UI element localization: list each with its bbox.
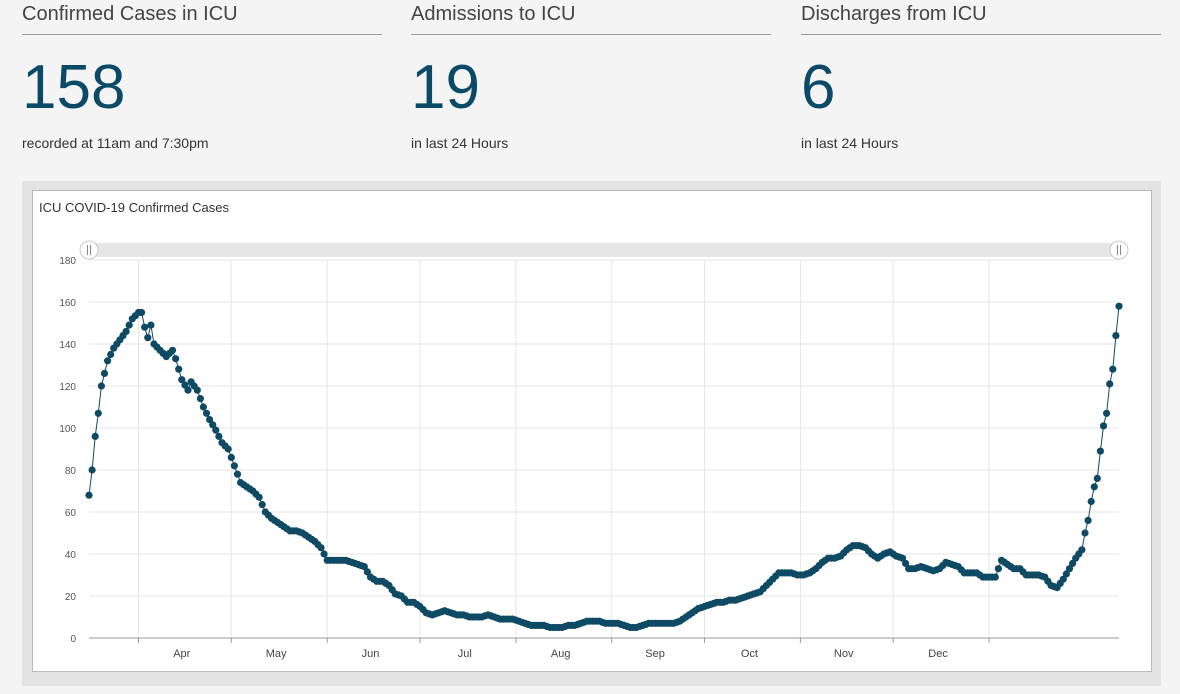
data-point[interactable] xyxy=(141,323,149,331)
y-tick-label: 100 xyxy=(59,424,76,435)
stat-card-icu-cases: Confirmed Cases in ICU 158 recorded at 1… xyxy=(22,0,382,151)
y-tick-label: 140 xyxy=(59,340,76,351)
x-tick-label: Sep xyxy=(645,648,665,660)
data-point[interactable] xyxy=(1059,575,1067,583)
range-scrollbar[interactable] xyxy=(89,243,1119,257)
stat-subtitle: recorded at 11am and 7:30pm xyxy=(22,135,209,151)
data-point[interactable] xyxy=(107,350,115,359)
x-tick-label: Dec xyxy=(928,648,948,660)
chart-panel: ICU COVID-19 Confirmed Cases 0 20 40 60 80 10… xyxy=(32,190,1152,672)
stat-title: Confirmed Cases in ICU xyxy=(22,0,382,35)
data-point[interactable] xyxy=(202,409,211,417)
data-point[interactable] xyxy=(1106,380,1114,388)
data-point[interactable] xyxy=(1096,447,1104,455)
x-tick-label: Nov xyxy=(834,648,854,660)
data-point[interactable] xyxy=(138,308,146,317)
data-point[interactable] xyxy=(215,432,223,440)
data-point[interactable] xyxy=(1062,570,1070,578)
x-tick-label: Aug xyxy=(551,648,571,660)
data-point[interactable] xyxy=(1090,483,1098,491)
data-point[interactable] xyxy=(206,416,214,424)
stat-card-admissions: Admissions to ICU 19 in last 24 Hours xyxy=(411,0,771,151)
y-tick-label: 20 xyxy=(65,592,77,603)
data-point[interactable] xyxy=(230,462,238,470)
data-point[interactable] xyxy=(178,376,186,384)
data-point[interactable] xyxy=(209,421,217,429)
data-point[interactable] xyxy=(125,321,133,329)
stat-value: 6 xyxy=(801,53,836,122)
x-tick-label: Jun xyxy=(362,648,380,660)
data-point[interactable] xyxy=(104,357,112,365)
data-point[interactable] xyxy=(360,563,368,571)
data-point[interactable] xyxy=(184,386,192,394)
y-tick-label: 60 xyxy=(65,508,77,519)
y-tick-label: 160 xyxy=(59,298,76,309)
data-point[interactable] xyxy=(181,381,189,389)
range-handle-end[interactable] xyxy=(1109,240,1129,260)
data-point[interactable] xyxy=(1081,529,1089,537)
line-chart: 0 20 40 60 80 100 120 140 160 180 Apr May Jun Jul Aug S… xyxy=(59,240,1129,660)
y-tick-label: 180 xyxy=(59,256,76,267)
x-tick-label: Jul xyxy=(458,648,472,660)
data-point[interactable] xyxy=(320,550,328,558)
data-point[interactable] xyxy=(258,501,266,509)
chart-container: ICU COVID-19 Confirmed Cases 0 20 40 60 80 10… xyxy=(22,181,1161,686)
data-point[interactable] xyxy=(317,544,325,552)
data-point[interactable] xyxy=(144,334,152,342)
series-line xyxy=(88,306,1120,628)
data-point[interactable] xyxy=(1065,565,1074,573)
data-point[interactable] xyxy=(97,382,105,390)
data-point[interactable] xyxy=(1099,422,1108,430)
stat-title: Discharges from ICU xyxy=(801,0,1161,35)
data-point[interactable] xyxy=(1112,332,1120,340)
data-point[interactable] xyxy=(224,445,232,453)
data-point[interactable] xyxy=(898,554,907,562)
data-point[interactable] xyxy=(1093,474,1101,482)
data-point[interactable] xyxy=(168,346,177,354)
stat-card-discharges: Discharges from ICU 6 in last 24 Hours xyxy=(801,0,1161,151)
stat-subtitle: in last 24 Hours xyxy=(801,135,899,151)
chart-title: ICU COVID-19 Confirmed Cases xyxy=(39,200,229,215)
data-point[interactable] xyxy=(122,327,130,335)
data-point[interactable] xyxy=(1069,559,1077,567)
data-point[interactable] xyxy=(1078,546,1086,554)
data-point[interactable] xyxy=(212,426,220,434)
stat-title: Admissions to ICU xyxy=(411,0,771,35)
data-point[interactable] xyxy=(233,470,242,478)
stat-value: 158 xyxy=(22,53,126,122)
stat-value: 19 xyxy=(411,53,480,122)
data-point[interactable] xyxy=(85,491,93,499)
stat-subtitle: in last 24 Hours xyxy=(411,135,509,151)
data-point[interactable] xyxy=(227,453,235,461)
data-point[interactable] xyxy=(1103,409,1111,417)
y-tick-label: 40 xyxy=(65,550,77,561)
data-point[interactable] xyxy=(88,466,96,474)
data-point[interactable] xyxy=(1115,302,1123,310)
data-point[interactable] xyxy=(1087,497,1095,506)
data-point[interactable] xyxy=(991,573,999,581)
range-handle-start[interactable] xyxy=(79,240,99,260)
data-point[interactable] xyxy=(1084,516,1092,524)
data-point[interactable] xyxy=(175,365,183,373)
x-tick-label: May xyxy=(266,648,287,660)
data-point[interactable] xyxy=(994,565,1003,573)
data-point[interactable] xyxy=(193,386,201,394)
data-point[interactable] xyxy=(91,432,99,440)
x-tick-label: Apr xyxy=(173,648,190,660)
data-point[interactable] xyxy=(363,568,371,576)
x-tick-label: Oct xyxy=(741,648,758,660)
data-point[interactable] xyxy=(196,395,204,403)
y-tick-label: 120 xyxy=(59,382,76,393)
data-point[interactable] xyxy=(94,409,102,417)
data-point[interactable] xyxy=(199,403,207,411)
data-point[interactable] xyxy=(100,369,109,377)
y-tick-label: 0 xyxy=(70,634,76,645)
data-point[interactable] xyxy=(172,355,180,363)
data-point[interactable] xyxy=(147,321,155,329)
data-point[interactable] xyxy=(255,493,263,501)
data-point[interactable] xyxy=(902,559,910,567)
y-tick-label: 80 xyxy=(65,466,77,477)
data-point[interactable] xyxy=(1109,365,1117,373)
